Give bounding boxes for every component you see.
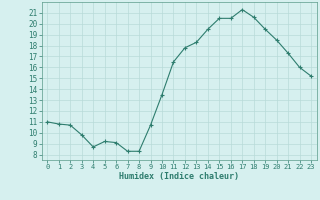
X-axis label: Humidex (Indice chaleur): Humidex (Indice chaleur)	[119, 172, 239, 181]
